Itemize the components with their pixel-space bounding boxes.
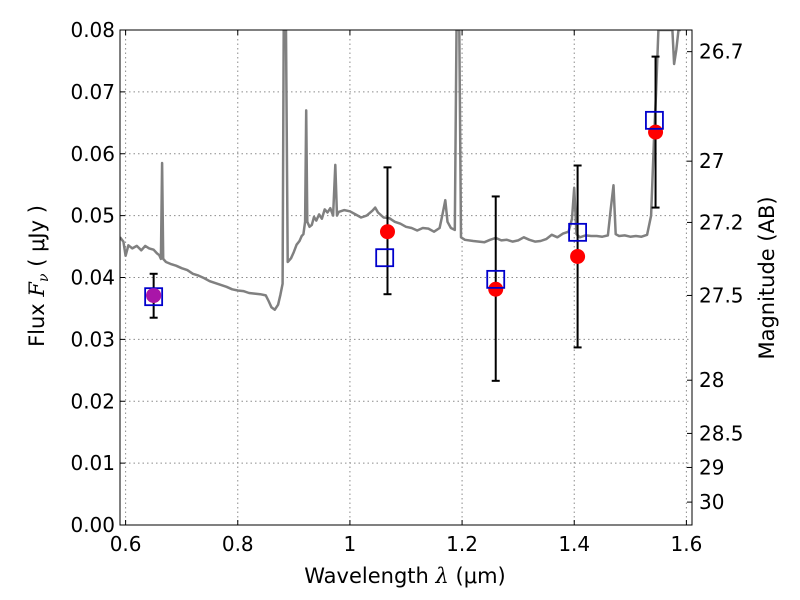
model-photometry-point [645,110,664,130]
axis-ticks [120,29,692,526]
x-axis-label: Wavelength λ (μm) [304,564,505,588]
model-photometry-point [375,248,395,268]
y2-tick-label: 27.5 [699,283,744,307]
observed-point-overlap [146,287,162,303]
y2-tick-label: 27.2 [699,210,744,234]
observed-point [488,281,504,297]
y-tick-label: 0.08 [70,18,115,42]
model-photometry-point [486,269,506,289]
y2-tick-label: 28 [699,368,724,392]
y-tick-label: 0.06 [70,142,115,166]
y-tick-label: 0.04 [70,266,115,290]
grid-lines [120,29,692,526]
plot-area [120,30,681,382]
model-photometry-point [568,222,587,242]
axis-tick-labels: 0.6 0.8 1 1.2 1.4 1.6 0.00 0.01 0.02 0.03 0.04 0.05… [70,18,743,556]
y-axis-label: Flux Fν ( μJy ) [25,205,52,347]
y2-tick-label: 26.7 [699,40,744,64]
observed-point [379,224,395,240]
right-y-axis-label: Magnitude (AB) [755,196,779,359]
x-tick-label: 1.6 [670,532,702,556]
y2-tick-label: 28.5 [699,421,744,445]
plot-series [120,30,681,382]
y-tick-label: 0.00 [70,513,115,537]
y2-tick-label: 30 [699,490,724,514]
model-spectrum-line [120,30,681,311]
x-tick-label: 0.8 [222,532,254,556]
y-tick-label: 0.05 [70,204,115,228]
y-tick-label: 0.02 [70,389,115,413]
y-tick-label: 0.03 [70,327,115,351]
y-tick-label: 0.01 [70,451,115,475]
x-tick-label: 0.6 [110,532,142,556]
y2-tick-label: 29 [699,455,724,479]
x-tick-label: 1.4 [558,532,590,556]
y-tick-label: 0.07 [70,80,115,104]
x-tick-label: 1 [344,532,357,556]
x-tick-label: 1.2 [446,532,478,556]
observed-point [570,248,586,264]
observed-point [648,124,664,140]
y2-tick-label: 27 [699,149,724,173]
